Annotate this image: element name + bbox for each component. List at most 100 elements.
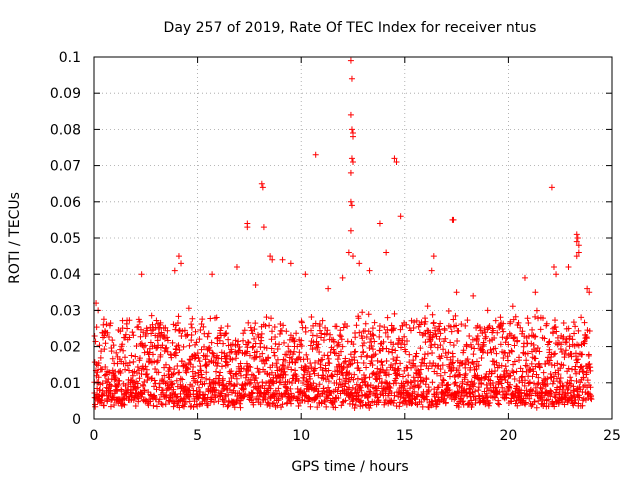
data-point-outlier xyxy=(267,253,274,260)
data-point xyxy=(376,375,383,382)
data-point xyxy=(195,372,202,379)
data-point xyxy=(149,321,156,328)
data-point xyxy=(390,325,397,332)
data-point xyxy=(351,349,358,356)
data-point xyxy=(324,327,331,334)
data-point xyxy=(210,350,217,357)
data-point xyxy=(585,351,592,358)
data-point xyxy=(321,387,328,394)
data-point xyxy=(462,322,469,329)
data-point xyxy=(264,401,271,408)
data-point xyxy=(517,324,524,331)
data-point xyxy=(422,330,429,337)
data-point xyxy=(552,324,559,331)
data-point xyxy=(140,382,147,389)
data-point xyxy=(307,403,314,410)
data-point xyxy=(362,374,369,381)
data-point xyxy=(406,359,413,366)
data-point xyxy=(134,324,141,331)
data-point xyxy=(134,363,141,370)
data-point xyxy=(329,373,336,380)
data-point xyxy=(551,317,558,324)
data-point xyxy=(130,332,137,339)
data-point xyxy=(393,357,400,364)
data-point xyxy=(157,351,164,358)
data-point xyxy=(249,390,256,397)
data-point xyxy=(431,341,438,348)
data-point xyxy=(191,355,198,362)
data-point xyxy=(106,369,113,376)
data-point xyxy=(185,305,192,312)
data-point xyxy=(575,342,582,349)
data-point xyxy=(350,376,357,383)
data-point xyxy=(304,378,311,385)
data-point xyxy=(499,326,506,333)
data-point xyxy=(141,349,148,356)
data-point xyxy=(312,320,319,327)
data-point xyxy=(261,360,268,367)
data-point xyxy=(209,349,216,356)
data-point xyxy=(312,359,319,366)
data-point-outlier xyxy=(575,249,582,256)
data-point xyxy=(449,359,456,366)
data-point-outlier xyxy=(233,263,240,270)
data-point xyxy=(147,339,154,346)
data-point xyxy=(530,368,537,375)
data-point xyxy=(280,322,287,329)
data-point xyxy=(488,349,495,356)
data-point xyxy=(163,344,170,351)
data-point xyxy=(397,326,404,333)
data-point xyxy=(194,379,201,386)
data-point xyxy=(274,356,281,363)
data-point xyxy=(335,341,342,348)
data-point xyxy=(339,343,346,350)
data-point xyxy=(400,373,407,380)
data-point xyxy=(298,337,305,344)
data-point xyxy=(507,318,514,325)
data-point xyxy=(523,391,530,398)
data-point xyxy=(327,349,334,356)
data-point xyxy=(271,391,278,398)
data-point xyxy=(156,324,163,331)
data-point xyxy=(144,377,151,384)
data-point xyxy=(532,355,539,362)
data-point xyxy=(482,333,489,340)
data-point xyxy=(313,383,320,390)
data-point xyxy=(247,364,254,371)
data-point xyxy=(533,404,540,411)
data-point xyxy=(495,379,502,386)
data-point xyxy=(525,333,532,340)
data-point xyxy=(225,391,232,398)
data-point-outlier xyxy=(430,253,437,260)
data-point xyxy=(136,355,143,362)
data-point xyxy=(338,336,345,343)
data-point xyxy=(523,357,530,364)
data-point xyxy=(532,313,539,320)
data-point xyxy=(429,311,436,318)
data-point xyxy=(246,363,253,370)
data-point xyxy=(361,378,368,385)
data-point xyxy=(190,363,197,370)
data-point xyxy=(268,336,275,343)
data-point xyxy=(197,363,204,370)
data-point xyxy=(496,401,503,408)
data-point xyxy=(455,404,462,411)
data-point xyxy=(494,329,501,336)
data-point xyxy=(161,372,168,379)
data-point xyxy=(393,380,400,387)
data-point xyxy=(554,334,561,341)
data-point xyxy=(173,346,180,353)
data-point xyxy=(368,358,375,365)
data-point xyxy=(126,393,133,400)
data-point xyxy=(273,360,280,367)
data-point xyxy=(333,323,340,330)
data-point xyxy=(355,393,362,400)
data-point xyxy=(440,377,447,384)
data-point xyxy=(385,371,392,378)
data-point xyxy=(141,378,148,385)
data-point xyxy=(363,353,370,360)
data-point xyxy=(524,315,531,322)
data-point xyxy=(501,349,508,356)
data-point xyxy=(201,343,208,350)
data-point xyxy=(573,377,580,384)
